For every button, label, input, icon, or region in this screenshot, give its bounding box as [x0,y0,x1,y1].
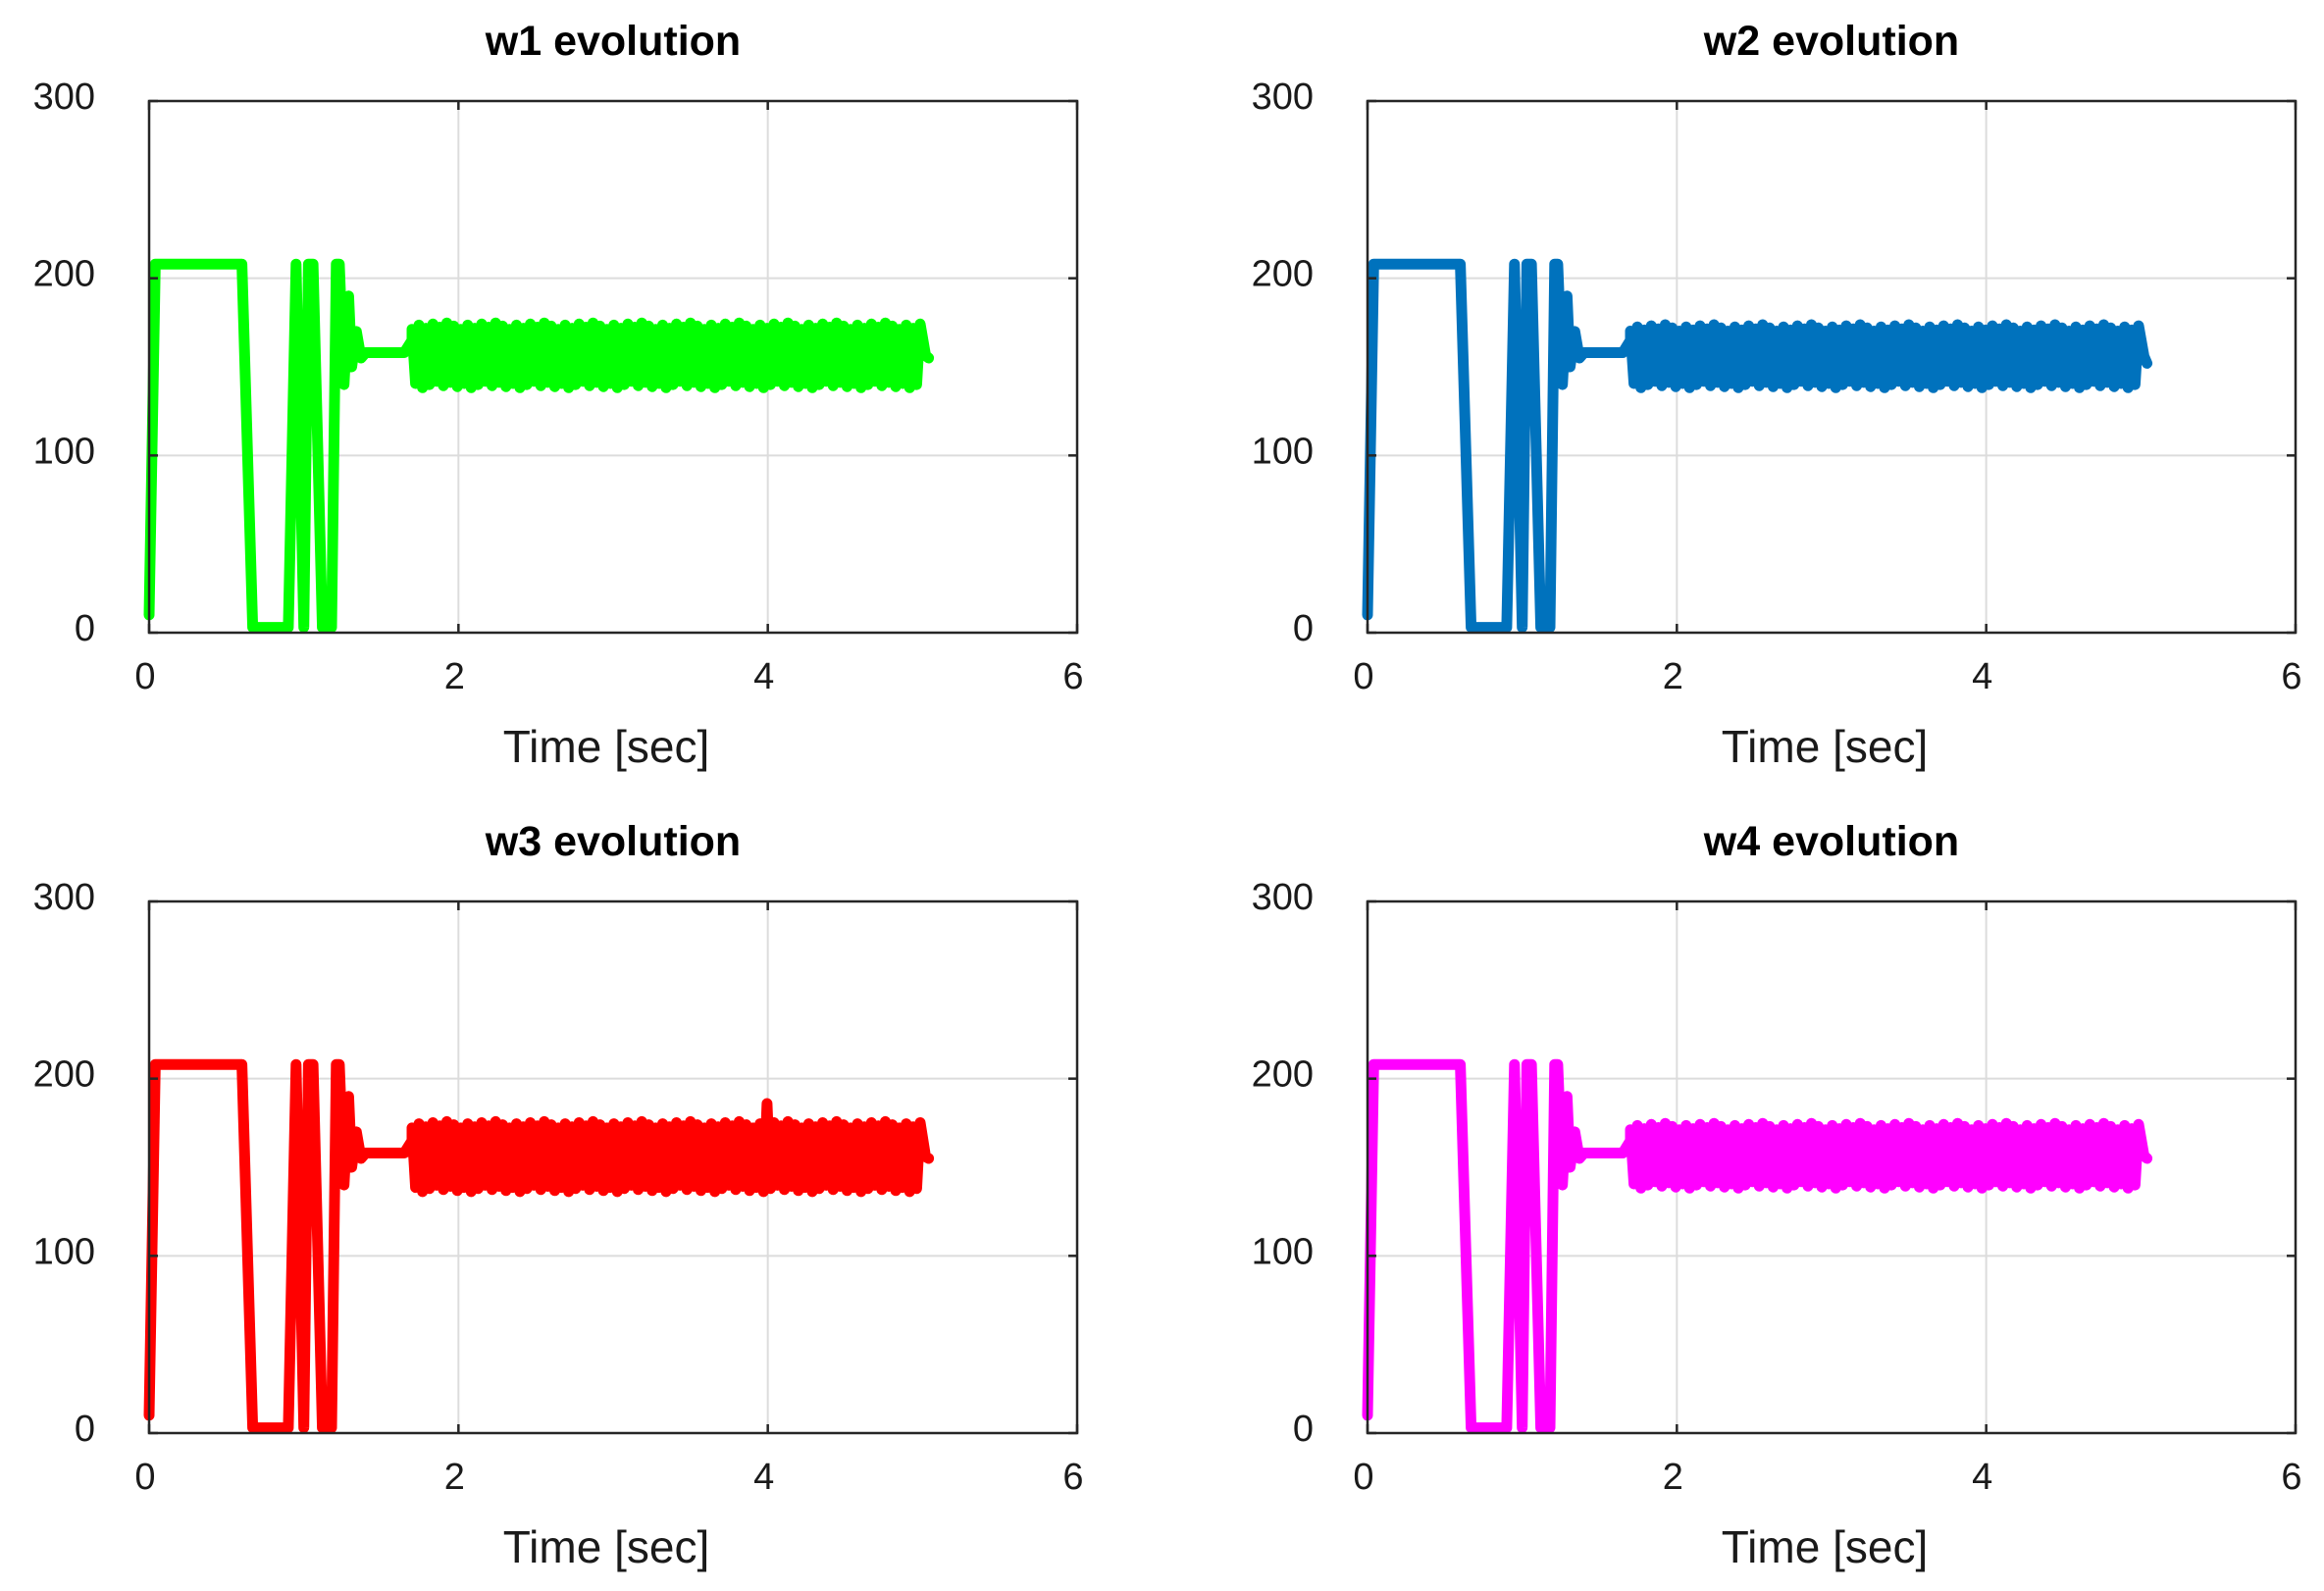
chart-title: w3 evolution [485,818,741,865]
chart-title: w4 evolution [1703,818,1959,865]
axes-frame [147,99,1079,635]
y-tick-label: 0 [1293,608,1314,649]
x-tick-label: 2 [444,1457,465,1498]
x-axis-label: Time [sec] [1722,1521,1928,1572]
y-tick-label: 100 [1252,431,1314,472]
y-tick-label: 200 [1252,254,1314,295]
series-line-w2 [1362,258,2153,634]
x-axis-label: Time [sec] [503,1521,709,1572]
x-axis-label: Time [sec] [1722,721,1928,772]
subplot-2: 0 2 4 6 0 100 200 300 w2 evolution Time [sec] [1252,18,2302,772]
x-tick-label: 6 [1062,656,1083,697]
x-tick-label: 2 [1663,1457,1683,1498]
y-tick-label: 200 [1252,1054,1314,1096]
axes-frame [1366,899,2298,1435]
x-tick-label: 6 [2281,1457,2301,1498]
x-tick-label: 6 [2281,656,2301,697]
y-tick-label: 0 [75,608,95,649]
subplot-4: 0 2 4 6 0 100 200 300 w4 evolution Time [sec] [1252,818,2302,1572]
axes-frame [147,899,1079,1435]
x-tick-label: 4 [753,1457,774,1498]
x-tick-label: 4 [753,656,774,697]
axes-frame [1366,99,2298,635]
y-tick-label: 100 [33,431,95,472]
x-tick-label: 0 [1353,656,1373,697]
x-tick-label: 0 [1353,1457,1373,1498]
subplot-1: 0 2 4 6 0 100 200 300 w1 evolution Time [sec] [33,18,1084,772]
x-tick-label: 4 [1972,656,1992,697]
x-tick-label: 2 [444,656,465,697]
x-tick-label: 6 [1062,1457,1083,1498]
y-tick-label: 0 [75,1409,95,1450]
subplot-3: 0 2 4 6 0 100 200 300 w3 evolution Time [sec] [33,818,1084,1572]
y-tick-label: 300 [1252,877,1314,918]
y-tick-label: 200 [33,1054,95,1096]
x-axis-label: Time [sec] [503,721,709,772]
y-tick-label: 300 [33,77,95,118]
x-tick-label: 0 [134,656,155,697]
x-tick-label: 4 [1972,1457,1992,1498]
x-tick-label: 0 [134,1457,155,1498]
y-tick-label: 300 [33,877,95,918]
y-tick-label: 0 [1293,1409,1314,1450]
y-tick-label: 200 [33,254,95,295]
y-tick-label: 100 [33,1231,95,1272]
x-tick-label: 2 [1663,656,1683,697]
y-tick-label: 100 [1252,1231,1314,1272]
chart-title: w2 evolution [1703,18,1959,65]
y-tick-label: 300 [1252,77,1314,118]
series-line-w3 [143,1058,935,1434]
series-line-w4 [1362,1058,2153,1434]
series-line-w1 [143,258,935,634]
chart-title: w1 evolution [485,18,741,65]
